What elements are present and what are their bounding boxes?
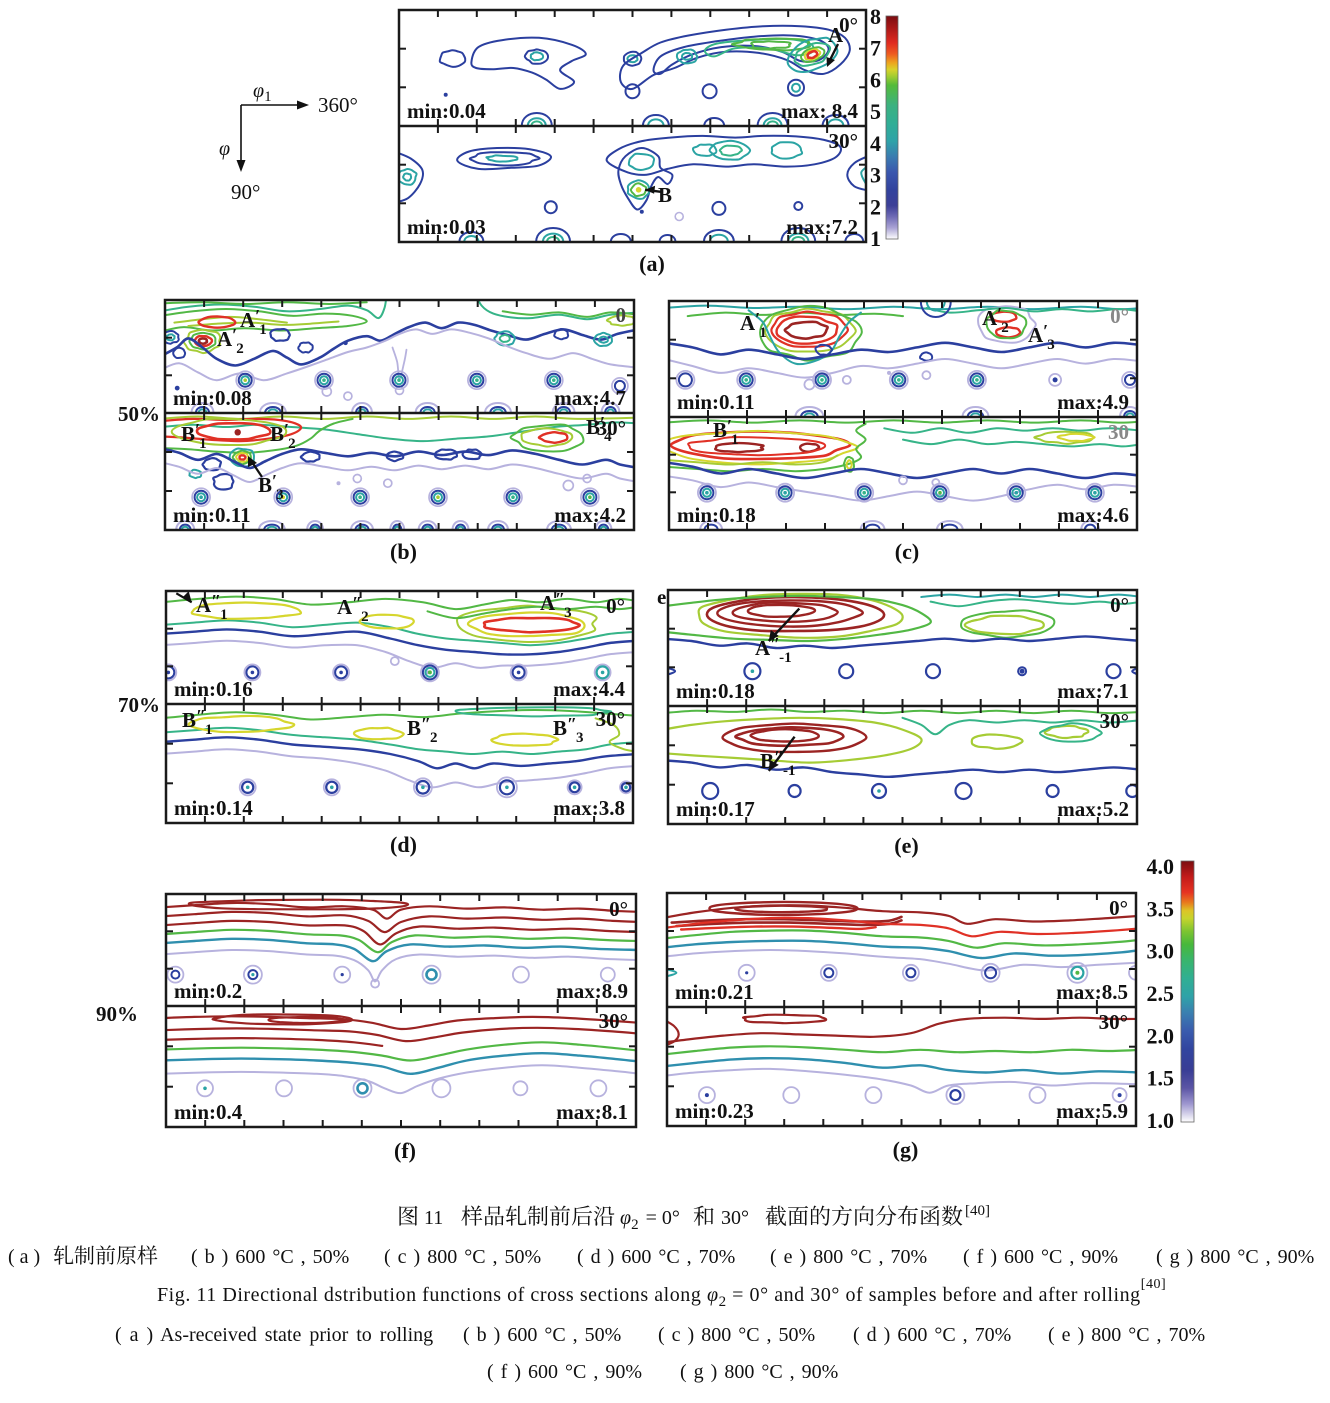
svg-text:[40]: [40] — [965, 1203, 990, 1219]
svg-text:(g): (g) — [893, 1137, 919, 1162]
svg-text:7: 7 — [870, 36, 881, 61]
svg-text:min:0.2: min:0.2 — [174, 979, 242, 1003]
svg-text:min:0.08: min:0.08 — [173, 386, 252, 410]
svg-text:min:0.11: min:0.11 — [173, 503, 251, 527]
svg-text:( b ) 600 °C , 50%: ( b ) 600 °C , 50% — [191, 1246, 349, 1268]
svg-text:( f ) 600 °C , 90%: ( f ) 600 °C , 90% — [487, 1361, 642, 1383]
svg-text:3: 3 — [870, 163, 881, 188]
svg-text:min:0.23: min:0.23 — [675, 1099, 754, 1123]
svg-text:( c ) 800 °C , 50%: ( c ) 800 °C , 50% — [384, 1246, 541, 1268]
svg-text:min:0.14: min:0.14 — [174, 796, 253, 820]
svg-text:30°: 30° — [1099, 1010, 1128, 1034]
svg-text:( a ): ( a ) — [8, 1246, 40, 1268]
svg-text:max:4.7: max:4.7 — [554, 386, 626, 410]
svg-text:( e ) 800 °C , 70%: ( e ) 800 °C , 70% — [770, 1246, 927, 1268]
svg-text:0: 0 — [616, 303, 627, 327]
svg-text:( d ) 600 °C , 70%: ( d ) 600 °C , 70% — [853, 1324, 1011, 1346]
svg-text:0°: 0° — [1110, 593, 1129, 617]
svg-text:e: e — [657, 585, 666, 609]
svg-text:( g ) 800 °C , 90%: ( g ) 800 °C , 90% — [1156, 1246, 1314, 1268]
svg-text:min:0.17: min:0.17 — [676, 797, 755, 821]
svg-text:( c ) 800 °C , 50%: ( c ) 800 °C , 50% — [658, 1324, 815, 1346]
svg-text:(a): (a) — [639, 251, 665, 276]
svg-text:( a ) As-received state prior: ( a ) As-received state prior to rolling — [115, 1324, 433, 1346]
svg-text:max:8.9: max:8.9 — [556, 979, 628, 1003]
svg-text:( b ) 600 °C , 50%: ( b ) 600 °C , 50% — [463, 1324, 621, 1346]
svg-text:A: A — [828, 23, 844, 47]
svg-text:max: 8.4: max: 8.4 — [781, 99, 858, 123]
svg-text:30°: 30° — [597, 416, 626, 440]
svg-text:φ: φ — [219, 138, 230, 160]
svg-text:4.0: 4.0 — [1147, 854, 1175, 879]
svg-text:1.5: 1.5 — [1147, 1066, 1175, 1091]
svg-text:3.0: 3.0 — [1147, 939, 1175, 964]
svg-text:max:5.2: max:5.2 — [1057, 797, 1129, 821]
svg-text:2: 2 — [870, 194, 881, 219]
svg-text:50%: 50% — [118, 402, 160, 426]
svg-text:4: 4 — [870, 131, 881, 156]
svg-text:(f): (f) — [394, 1138, 416, 1163]
svg-text:30°: 30° — [596, 707, 625, 731]
svg-text:max:8.5: max:8.5 — [1056, 980, 1128, 1004]
svg-text:min:0.04: min:0.04 — [407, 99, 486, 123]
svg-text:1: 1 — [870, 226, 881, 251]
svg-text:min:0.18: min:0.18 — [676, 679, 755, 703]
svg-text:30°: 30° — [599, 1009, 628, 1033]
svg-text:360°: 360° — [318, 93, 358, 117]
svg-text:min:0.11: min:0.11 — [677, 390, 755, 414]
svg-text:max:3.8: max:3.8 — [553, 796, 625, 820]
svg-text:max:4.6: max:4.6 — [1057, 503, 1129, 527]
svg-text:( e ) 800 °C , 70%: ( e ) 800 °C , 70% — [1048, 1324, 1205, 1346]
svg-text:( f ) 600 °C , 90%: ( f ) 600 °C , 90% — [963, 1246, 1118, 1268]
svg-text:min:0.21: min:0.21 — [675, 980, 754, 1004]
svg-text:(d): (d) — [390, 832, 417, 857]
svg-text:30°: 30° — [1100, 709, 1129, 733]
svg-text:max:4.4: max:4.4 — [553, 677, 625, 701]
svg-text:0°: 0° — [1109, 896, 1128, 920]
svg-text:(e): (e) — [894, 833, 918, 858]
svg-text:min:0.4: min:0.4 — [174, 1100, 243, 1124]
svg-text:max:5.9: max:5.9 — [1056, 1099, 1128, 1123]
svg-text:6: 6 — [870, 67, 881, 92]
svg-text:min:0.18: min:0.18 — [677, 503, 756, 527]
svg-text:max:7.1: max:7.1 — [1057, 679, 1129, 703]
svg-text:11: 11 — [424, 1207, 443, 1229]
svg-text:1.0: 1.0 — [1147, 1108, 1175, 1133]
svg-text:( g ) 800 °C , 90%: ( g ) 800 °C , 90% — [680, 1361, 838, 1383]
svg-text:B: B — [658, 183, 672, 207]
svg-text:φ2 = 0°: φ2 = 0° — [620, 1207, 680, 1233]
svg-text:3.5: 3.5 — [1147, 896, 1175, 921]
svg-text:max:4.2: max:4.2 — [554, 503, 626, 527]
svg-text:0°: 0° — [609, 897, 628, 921]
svg-text:30°: 30° — [829, 129, 858, 153]
svg-text:min:0.03: min:0.03 — [407, 215, 486, 239]
svg-text:0°: 0° — [839, 13, 858, 37]
svg-text:90°: 90° — [231, 180, 260, 204]
svg-text:30°: 30° — [721, 1207, 749, 1229]
svg-text:5: 5 — [870, 99, 881, 124]
svg-text:min:0.16: min:0.16 — [174, 677, 253, 701]
svg-text:8: 8 — [870, 4, 881, 29]
svg-text:2.5: 2.5 — [1147, 981, 1175, 1006]
svg-text:0°: 0° — [1110, 304, 1129, 328]
svg-text:max:8.1: max:8.1 — [556, 1100, 628, 1124]
svg-text:0°: 0° — [606, 594, 625, 618]
svg-text:max:4.9: max:4.9 — [1057, 390, 1129, 414]
svg-text:90%: 90% — [96, 1002, 138, 1026]
svg-text:(c): (c) — [895, 539, 919, 564]
svg-text:max:7.2: max:7.2 — [786, 215, 858, 239]
svg-text:( d ) 600 °C , 70%: ( d ) 600 °C , 70% — [577, 1246, 735, 1268]
svg-text:(b): (b) — [390, 539, 417, 564]
svg-text:30: 30 — [1108, 420, 1129, 444]
svg-text:2.0: 2.0 — [1147, 1023, 1175, 1048]
svg-text:70%: 70% — [118, 693, 160, 717]
svg-text:φ1: φ1 — [253, 80, 272, 105]
